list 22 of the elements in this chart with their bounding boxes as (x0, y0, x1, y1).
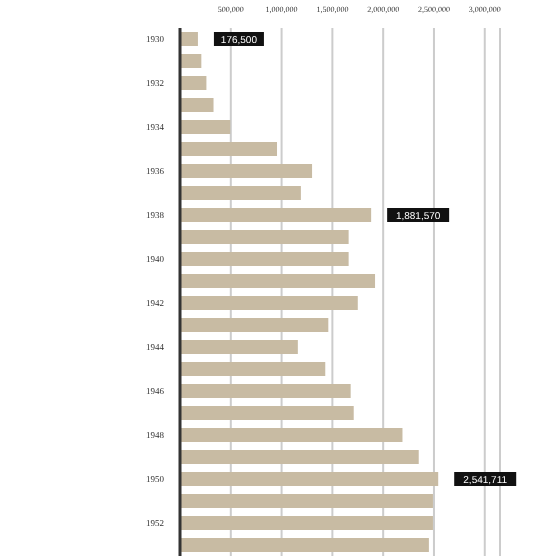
bar (180, 274, 376, 288)
bar (180, 164, 313, 178)
bar (180, 76, 207, 90)
bar (180, 494, 433, 508)
bar (180, 318, 329, 332)
bar (180, 362, 326, 376)
bar (180, 142, 278, 156)
bar (180, 406, 354, 420)
bar (180, 450, 419, 464)
bar (180, 230, 349, 244)
bar (180, 186, 301, 200)
bar (180, 340, 298, 354)
bar (180, 516, 433, 530)
bar (180, 296, 358, 310)
bar (180, 120, 231, 134)
bar (180, 98, 214, 112)
bar (180, 252, 349, 266)
bar (180, 472, 439, 486)
bar (180, 208, 372, 222)
bar (180, 538, 429, 552)
bar (180, 384, 351, 398)
bar (180, 428, 403, 442)
